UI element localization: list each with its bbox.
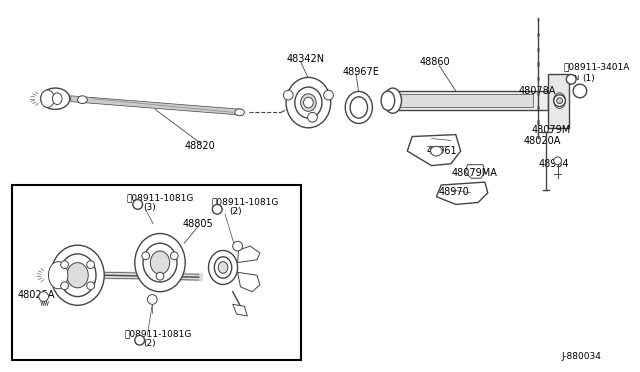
Ellipse shape bbox=[218, 262, 228, 273]
Text: Ⓝ08911-1081G: Ⓝ08911-1081G bbox=[211, 197, 279, 206]
Text: 48079M: 48079M bbox=[531, 125, 571, 135]
Circle shape bbox=[170, 252, 178, 260]
Polygon shape bbox=[233, 304, 247, 316]
Circle shape bbox=[233, 241, 243, 251]
Polygon shape bbox=[399, 94, 533, 108]
Circle shape bbox=[212, 205, 222, 214]
Ellipse shape bbox=[41, 88, 70, 109]
Circle shape bbox=[87, 282, 95, 290]
Circle shape bbox=[147, 295, 157, 304]
Polygon shape bbox=[407, 135, 461, 166]
Ellipse shape bbox=[209, 250, 237, 285]
Polygon shape bbox=[71, 96, 243, 115]
Circle shape bbox=[554, 95, 565, 106]
Text: 48078A: 48078A bbox=[519, 86, 556, 96]
Text: Ⓝ08911-1081G: Ⓝ08911-1081G bbox=[126, 193, 193, 202]
Polygon shape bbox=[388, 91, 548, 110]
Text: 48820: 48820 bbox=[184, 141, 215, 151]
Ellipse shape bbox=[431, 146, 442, 156]
Bar bbox=[12, 185, 301, 360]
Text: N: N bbox=[135, 202, 140, 207]
Circle shape bbox=[566, 74, 576, 84]
Text: (3): (3) bbox=[143, 203, 156, 212]
Text: 48934: 48934 bbox=[538, 159, 569, 169]
Text: Ⓝ08911-1081G: Ⓝ08911-1081G bbox=[124, 329, 191, 338]
Ellipse shape bbox=[41, 90, 54, 108]
Ellipse shape bbox=[52, 93, 62, 105]
Text: N: N bbox=[137, 338, 142, 343]
Circle shape bbox=[156, 272, 164, 280]
Text: 48079MA: 48079MA bbox=[452, 169, 498, 179]
Ellipse shape bbox=[67, 263, 88, 288]
Circle shape bbox=[135, 335, 145, 345]
Text: (1): (1) bbox=[582, 74, 595, 83]
Ellipse shape bbox=[49, 262, 68, 289]
Ellipse shape bbox=[384, 88, 401, 113]
Ellipse shape bbox=[135, 234, 185, 292]
Text: N: N bbox=[215, 207, 220, 212]
Circle shape bbox=[573, 84, 587, 98]
Text: 48020A: 48020A bbox=[524, 137, 561, 147]
Text: 48805: 48805 bbox=[182, 219, 213, 229]
Text: 48970: 48970 bbox=[438, 187, 469, 197]
Text: 48025A: 48025A bbox=[17, 290, 55, 299]
Polygon shape bbox=[237, 272, 260, 292]
Ellipse shape bbox=[301, 94, 316, 111]
Circle shape bbox=[284, 90, 293, 100]
Ellipse shape bbox=[554, 93, 565, 108]
Text: (2): (2) bbox=[143, 339, 156, 347]
Circle shape bbox=[308, 112, 317, 122]
Ellipse shape bbox=[214, 257, 232, 278]
Text: N: N bbox=[573, 76, 579, 81]
Ellipse shape bbox=[295, 87, 322, 118]
Polygon shape bbox=[436, 182, 488, 205]
Ellipse shape bbox=[350, 97, 367, 118]
Ellipse shape bbox=[345, 92, 372, 124]
Circle shape bbox=[557, 98, 563, 103]
Polygon shape bbox=[548, 74, 569, 128]
Ellipse shape bbox=[59, 254, 96, 296]
Text: 48961: 48961 bbox=[427, 146, 458, 156]
Ellipse shape bbox=[286, 77, 331, 128]
Circle shape bbox=[324, 90, 333, 100]
Circle shape bbox=[133, 199, 143, 209]
Text: Ⓝ08911-3401A: Ⓝ08911-3401A bbox=[563, 62, 630, 71]
Circle shape bbox=[554, 157, 561, 165]
Text: (2): (2) bbox=[229, 207, 241, 216]
Ellipse shape bbox=[77, 96, 87, 103]
Circle shape bbox=[39, 292, 49, 301]
Ellipse shape bbox=[235, 109, 244, 116]
Ellipse shape bbox=[143, 243, 177, 282]
Text: J-880034: J-880034 bbox=[561, 352, 601, 361]
Text: 48342N: 48342N bbox=[287, 54, 325, 64]
Circle shape bbox=[142, 252, 150, 260]
Polygon shape bbox=[237, 246, 260, 263]
Ellipse shape bbox=[51, 245, 104, 305]
Text: 48860: 48860 bbox=[420, 57, 451, 67]
Ellipse shape bbox=[150, 251, 170, 274]
Circle shape bbox=[87, 261, 95, 269]
Ellipse shape bbox=[303, 97, 313, 108]
Circle shape bbox=[61, 261, 68, 269]
Text: 48967E: 48967E bbox=[342, 67, 380, 77]
Circle shape bbox=[61, 282, 68, 290]
Polygon shape bbox=[465, 165, 485, 178]
Ellipse shape bbox=[381, 91, 395, 110]
